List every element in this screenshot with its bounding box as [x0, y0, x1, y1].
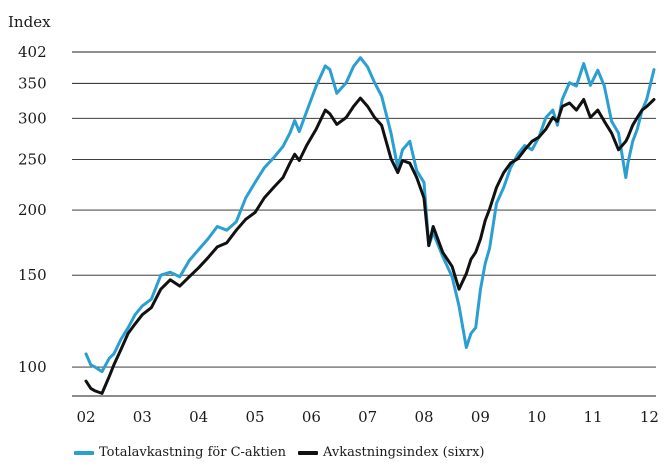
x-tick-label-03: 03: [133, 408, 152, 426]
legend-item-sixrx: Avkastningsindex (sixrx): [298, 445, 484, 460]
x-tick-label-05: 05: [246, 408, 265, 426]
series-line-sixrx: [84, 96, 656, 395]
x-tick-label-11: 11: [584, 408, 603, 426]
series-lines: [84, 56, 656, 395]
legend: Totalavkastning för C-aktien Avkastnings…: [74, 445, 484, 460]
x-tick-label-07: 07: [358, 408, 377, 426]
gridlines: [72, 51, 656, 368]
x-tick-label-12: 12: [640, 408, 659, 426]
legend-item-c-share: Totalavkastning för C-aktien: [74, 445, 286, 460]
legend-label-c-share: Totalavkastning för C-aktien: [99, 445, 286, 460]
y-axis-label: Index: [8, 13, 51, 31]
x-tick-label-10: 10: [527, 408, 546, 426]
y-tick-labels: 100 150 200 250 300 350 402: [18, 43, 47, 376]
x-tick-label-09: 09: [471, 408, 490, 426]
y-tick-label-402: 402: [18, 43, 47, 61]
x-tick-label-02: 02: [76, 408, 95, 426]
x-tick-label-08: 08: [414, 408, 433, 426]
y-tick-label-350: 350: [18, 74, 47, 92]
x-tick-label-06: 06: [302, 408, 321, 426]
y-tick-label-250: 250: [18, 151, 47, 169]
legend-swatch-c-share: [74, 450, 94, 455]
y-tick-label-150: 150: [18, 266, 47, 284]
series-line-c-share: [84, 56, 656, 374]
y-tick-label-200: 200: [18, 201, 47, 219]
legend-label-sixrx: Avkastningsindex (sixrx): [323, 445, 485, 460]
y-tick-label-100: 100: [18, 358, 47, 376]
legend-swatch-sixrx: [298, 450, 318, 455]
x-tick-label-04: 04: [189, 408, 208, 426]
y-tick-label-300: 300: [18, 109, 47, 127]
x-tick-labels: 02 03 04 05 06 07 08 09 10 11 12: [76, 408, 658, 426]
